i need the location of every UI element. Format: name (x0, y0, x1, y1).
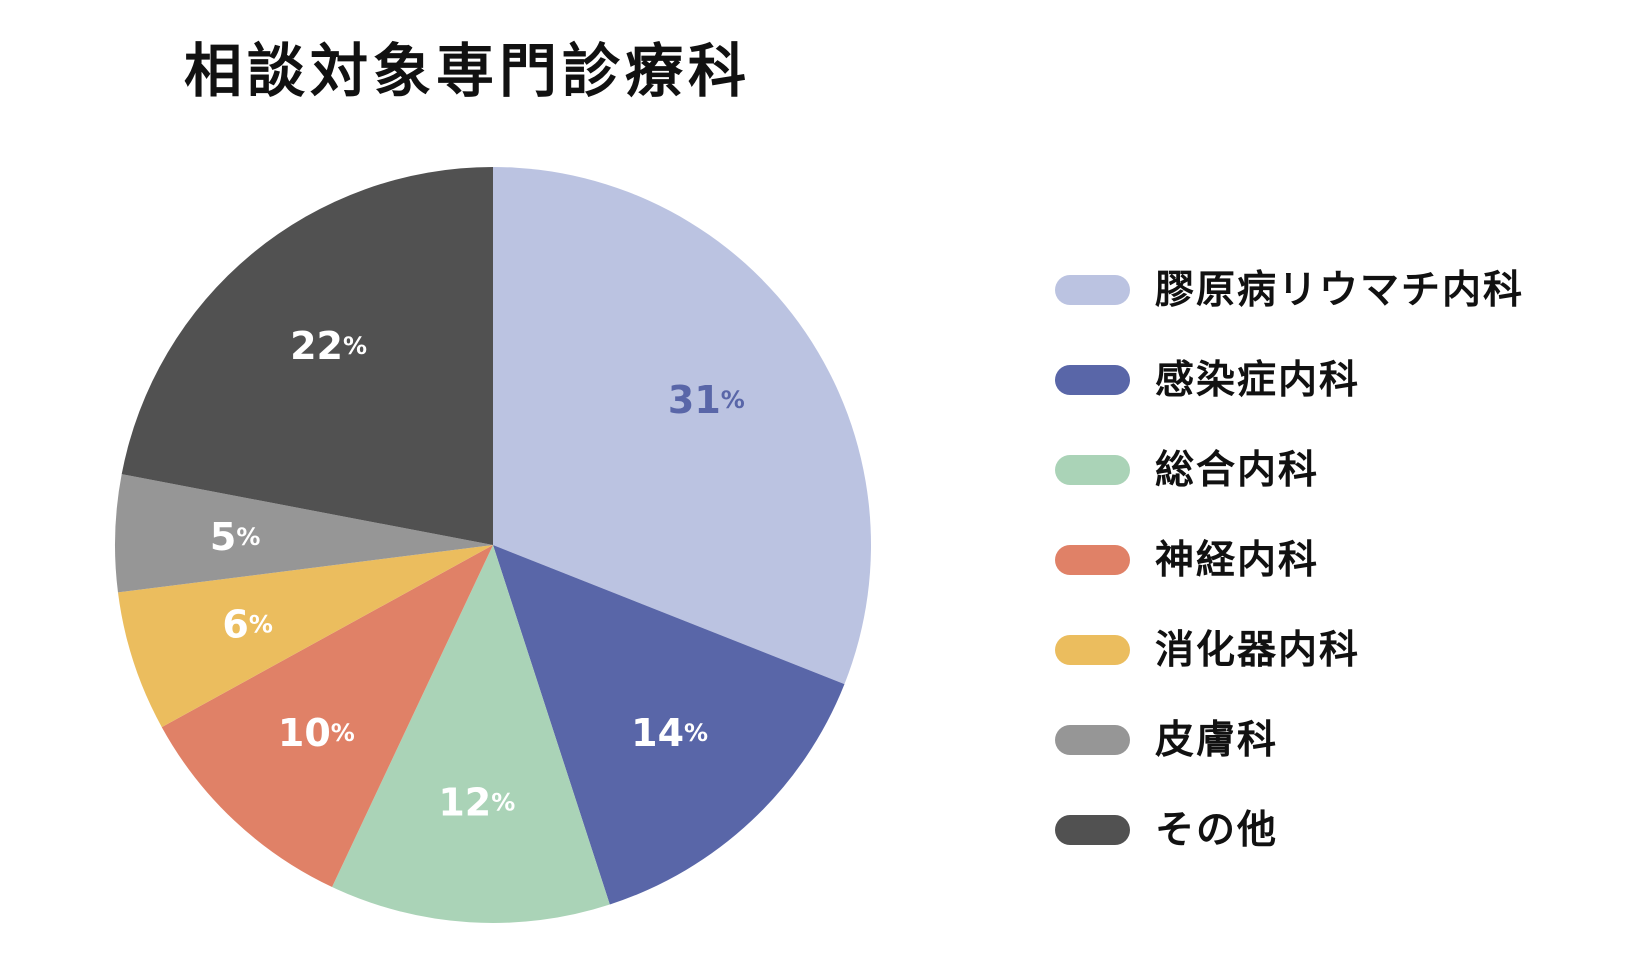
slice-value-label: 12% (438, 780, 515, 824)
pie-chart: 31% 14% 12% 10% 6% 5% 22% (115, 167, 871, 923)
legend-swatch (1055, 815, 1130, 845)
legend-label: 膠原病リウマチ内科 (1155, 267, 1525, 313)
legend-swatch (1055, 635, 1130, 665)
slice-value-label: 22% (290, 324, 367, 368)
pie-slice (493, 545, 845, 905)
legend-swatch (1055, 455, 1130, 485)
legend-item: 感染症内科 (1055, 335, 1524, 425)
slice-value-label: 5% (210, 515, 261, 559)
legend-label: 感染症内科 (1155, 357, 1361, 403)
legend-item: 皮膚科 (1055, 695, 1524, 785)
legend-item: 消化器内科 (1055, 605, 1524, 695)
legend-label: 消化器内科 (1155, 627, 1361, 673)
legend-item: その他 (1055, 785, 1524, 875)
legend-swatch (1055, 365, 1130, 395)
legend-label: 総合内科 (1155, 447, 1320, 493)
slice-value-label: 31% (668, 378, 745, 422)
slice-value-label: 14% (631, 711, 708, 755)
legend-item: 総合内科 (1055, 425, 1524, 515)
pie-slice (493, 167, 871, 685)
slice-value-label: 6% (222, 603, 273, 647)
legend-label: 神経内科 (1155, 537, 1320, 583)
pie-slices (115, 167, 871, 923)
legend-item: 神経内科 (1055, 515, 1524, 605)
pie-slice (121, 167, 493, 545)
pie-slice (161, 545, 493, 888)
legend-swatch (1055, 725, 1130, 755)
legend-swatch (1055, 275, 1130, 305)
chart-legend: 膠原病リウマチ内科 感染症内科総合内科神経内科消化器内科皮膚科その他 (1055, 245, 1524, 875)
legend-label: その他 (1155, 807, 1279, 853)
legend-swatch (1055, 545, 1130, 575)
legend-label: 皮膚科 (1155, 717, 1279, 763)
pie-slice (332, 545, 610, 923)
chart-title: 相談対象専門診療科 (184, 37, 752, 105)
pie-slice (117, 545, 493, 728)
pie-value-labels: 31% 14% 12% 10% 6% 5% 22% (210, 324, 745, 824)
legend-item: 膠原病リウマチ内科 (1055, 245, 1524, 335)
pie-slice (115, 474, 494, 593)
slice-value-label: 10% (278, 711, 355, 755)
